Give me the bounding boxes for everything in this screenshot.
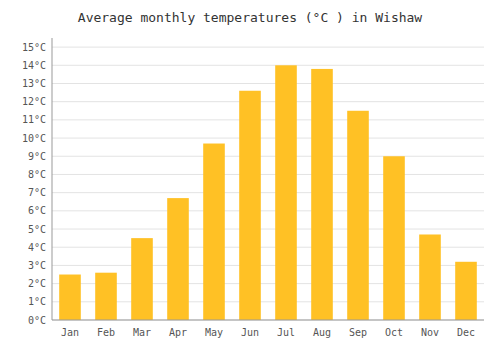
x-tick-label: Oct <box>385 327 403 338</box>
x-tick-label: Jun <box>241 327 259 338</box>
x-tick-label: Dec <box>457 327 475 338</box>
chart: Average monthly temperatures (°C ) in Wi… <box>0 0 500 350</box>
bar <box>131 238 153 320</box>
y-tick-label: 6°C <box>28 205 46 216</box>
grid-line <box>52 47 484 48</box>
bar <box>239 91 261 320</box>
bar <box>59 275 81 320</box>
bar <box>95 273 117 320</box>
x-tick-label: Jan <box>61 327 79 338</box>
x-tick-label: Nov <box>421 327 439 338</box>
grid-line <box>52 229 484 230</box>
y-tick-label: 14°C <box>22 60 46 71</box>
grid-line <box>52 138 484 139</box>
bar <box>275 65 297 320</box>
y-tick-label: 1°C <box>28 296 46 307</box>
x-tick-label: Sep <box>349 327 367 338</box>
y-tick-label: 0°C <box>28 315 46 326</box>
y-tick-label: 2°C <box>28 278 46 289</box>
title: Average monthly temperatures (°C ) in Wi… <box>78 10 423 25</box>
grid-line <box>52 119 484 120</box>
y-tick-label: 3°C <box>28 260 46 271</box>
x-axis: Jan Feb Mar Apr May Jun Jul Aug Sep Oct Nov Dec <box>52 320 484 338</box>
grid-line <box>52 210 484 211</box>
y-tick-label: 11°C <box>22 114 46 125</box>
y-tick-label: 15°C <box>22 42 46 53</box>
grid-line <box>52 83 484 84</box>
y-axis-line <box>52 38 53 320</box>
y-tick-label: 7°C <box>28 187 46 198</box>
grid-line <box>52 156 484 157</box>
y-tick-label: 5°C <box>28 224 46 235</box>
x-tick-label: May <box>205 327 223 338</box>
x-tick-label: Aug <box>313 327 331 338</box>
grid-line <box>52 174 484 175</box>
y-tick-label: 10°C <box>22 133 46 144</box>
bar <box>383 156 405 320</box>
y-tick-label: 9°C <box>28 151 46 162</box>
grid-line <box>52 192 484 193</box>
bar <box>203 144 225 320</box>
x-axis-line <box>52 320 484 321</box>
y-axis: 0°C 1°C 2°C 3°C 4°C 5°C 6°C 7°C 8°C 9°C 10°C 11°C 12… <box>22 42 484 326</box>
bar <box>455 262 477 320</box>
bar <box>311 69 333 320</box>
grid-line <box>52 101 484 102</box>
y-tick-label: 12°C <box>22 96 46 107</box>
x-tick-label: Apr <box>169 327 187 338</box>
y-tick-label: 13°C <box>22 78 46 89</box>
grid-line <box>52 65 484 66</box>
bar <box>167 198 189 320</box>
x-tick-label: Mar <box>133 327 151 338</box>
y-tick-label: 8°C <box>28 169 46 180</box>
x-tick-label: Jul <box>277 327 295 338</box>
bars <box>59 65 477 320</box>
grid-line <box>52 320 484 321</box>
bar <box>347 111 369 320</box>
x-tick-label: Feb <box>97 327 115 338</box>
bar <box>419 234 441 320</box>
y-tick-label: 4°C <box>28 242 46 253</box>
